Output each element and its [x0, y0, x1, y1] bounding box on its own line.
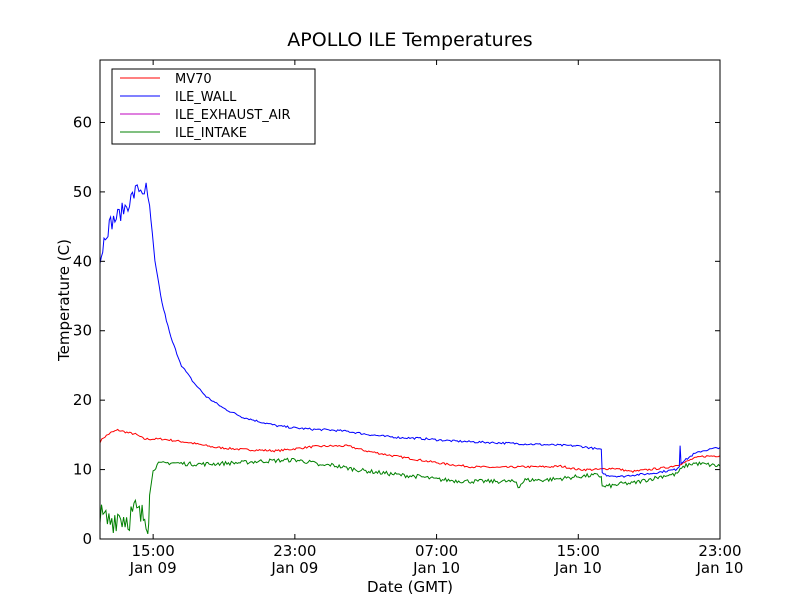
- y-tick-label: 10: [73, 461, 92, 479]
- y-tick-label: 20: [73, 391, 92, 409]
- legend-label: MV70: [175, 72, 212, 87]
- x-tick-time-label: 15:00: [132, 542, 175, 560]
- y-tick-label: 30: [73, 322, 92, 340]
- series-line-mv70: [99, 428, 721, 474]
- legend: MV70 ILE_WALL ILE_EXHAUST_AIR ILE_INTAKE: [111, 68, 316, 145]
- series-line-ile-intake: [99, 457, 721, 535]
- legend-label: ILE_EXHAUST_AIR: [175, 108, 291, 123]
- y-axis-ticks: 0 10 20 30 40 50 60: [73, 113, 720, 548]
- x-tick-date-label: Jan 09: [129, 559, 177, 577]
- x-tick-time-label: 15:00: [557, 542, 600, 560]
- x-axis-label: Date (GMT): [367, 578, 453, 596]
- x-tick-date-label: Jan 09: [270, 559, 318, 577]
- y-tick-label: 50: [73, 183, 92, 201]
- x-tick-time-label: 23:00: [273, 542, 316, 560]
- legend-label: ILE_WALL: [175, 90, 237, 105]
- x-tick-date-label: Jan 10: [554, 559, 602, 577]
- chart-title: APOLLO ILE Temperatures: [287, 29, 532, 51]
- x-tick-date-label: Jan 10: [696, 559, 744, 577]
- series-line-ile-wall: [99, 182, 721, 478]
- series-layer: [99, 182, 721, 535]
- y-axis-label: Temperature (C): [55, 239, 73, 362]
- legend-entries: MV70 ILE_WALL ILE_EXHAUST_AIR ILE_INTAKE: [120, 72, 291, 141]
- legend-label: ILE_INTAKE: [175, 126, 247, 141]
- x-tick-date-label: Jan 10: [412, 559, 460, 577]
- y-tick-label: 40: [73, 252, 92, 270]
- y-tick-label: 0: [82, 530, 92, 548]
- x-tick-time-label: 07:00: [415, 542, 458, 560]
- plot-frame: [99, 59, 721, 540]
- y-tick-label: 60: [73, 113, 92, 131]
- x-tick-time-label: 23:00: [698, 542, 741, 560]
